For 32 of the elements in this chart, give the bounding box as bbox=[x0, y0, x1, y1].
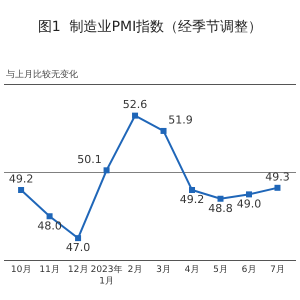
data-label: 48.8 bbox=[208, 202, 233, 215]
x-tick-label: 11月 bbox=[39, 264, 60, 275]
data-label: 51.9 bbox=[168, 113, 193, 126]
data-label: 49.3 bbox=[265, 170, 290, 184]
data-label: 52.6 bbox=[122, 98, 148, 112]
point bbox=[18, 187, 24, 193]
x-tick-label: 2023年 1月 bbox=[90, 264, 123, 286]
x-tick-label: 12月 bbox=[68, 264, 88, 275]
x-tick-label: 7月 bbox=[270, 264, 285, 275]
point bbox=[218, 196, 224, 202]
point bbox=[246, 191, 252, 198]
x-tick-label: 10月 bbox=[10, 264, 32, 275]
x-tick-label: 5月 bbox=[213, 264, 228, 275]
chart-title: 图1 制造业PMI指数（经季节调整） bbox=[38, 18, 262, 35]
data-label: 48.0 bbox=[37, 219, 62, 232]
point bbox=[46, 213, 53, 220]
x-tick-label: 2月 bbox=[128, 264, 142, 275]
data-label: 49.0 bbox=[236, 197, 262, 210]
point bbox=[160, 128, 167, 134]
point bbox=[132, 112, 138, 119]
x-tick-label: 6月 bbox=[242, 264, 256, 275]
data-label: 49.2 bbox=[180, 193, 204, 206]
point bbox=[274, 184, 280, 191]
point bbox=[75, 235, 82, 242]
x-tick-label: 3月 bbox=[156, 264, 171, 275]
data-label: 50.1 bbox=[77, 152, 102, 166]
x-tick-label: 4月 bbox=[184, 264, 200, 275]
data-label: 49.2 bbox=[8, 172, 34, 186]
point bbox=[189, 187, 196, 193]
chart-subtitle: 与上月比较无变化 bbox=[6, 69, 78, 80]
point bbox=[104, 167, 110, 174]
data-label: 47.0 bbox=[66, 241, 90, 254]
